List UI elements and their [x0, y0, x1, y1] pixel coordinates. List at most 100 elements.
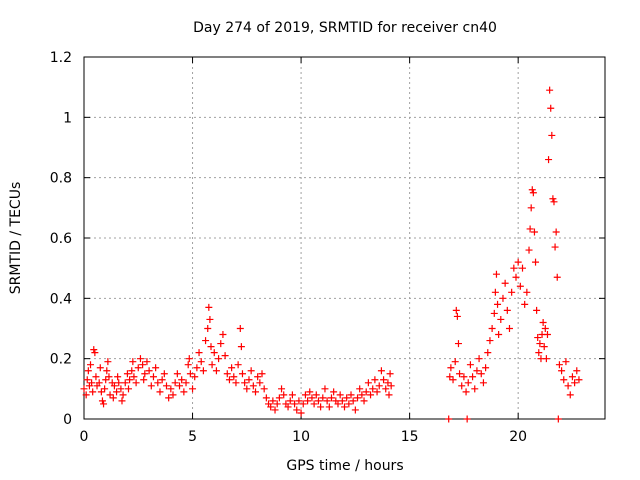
- data-point: [516, 282, 524, 290]
- y-tick-label: 1.2: [50, 50, 72, 66]
- data-point: [527, 204, 535, 212]
- data-point: [158, 376, 166, 384]
- data-point: [149, 373, 157, 381]
- data-point: [310, 400, 318, 408]
- data-point: [541, 325, 549, 332]
- data-point: [91, 349, 99, 357]
- data-point: [171, 379, 179, 387]
- data-point: [167, 385, 175, 393]
- data-point: [145, 367, 153, 375]
- data-point: [251, 388, 259, 396]
- data-point: [473, 367, 481, 375]
- data-point: [495, 331, 503, 339]
- data-point: [380, 376, 388, 384]
- y-tick-label: 0.4: [50, 291, 72, 307]
- data-point: [84, 367, 92, 375]
- data-point: [241, 379, 249, 387]
- data-point: [228, 364, 236, 372]
- data-point: [539, 318, 547, 326]
- data-point: [104, 358, 112, 366]
- data-point: [529, 189, 537, 197]
- data-point: [185, 355, 193, 363]
- data-point: [486, 337, 494, 345]
- data-point: [202, 337, 210, 345]
- data-point: [445, 415, 453, 423]
- y-tick-label: 0: [63, 412, 72, 428]
- data-point: [295, 397, 303, 405]
- data-point: [115, 379, 123, 387]
- x-tick-label: 10: [292, 429, 310, 445]
- data-point: [90, 346, 98, 354]
- data-point: [362, 388, 370, 396]
- data-point: [225, 376, 233, 384]
- data-point: [497, 315, 505, 323]
- data-point: [523, 288, 531, 296]
- data-point: [549, 195, 557, 203]
- data-point: [154, 379, 162, 387]
- data-point: [575, 376, 583, 384]
- data-point: [543, 331, 551, 339]
- data-point: [354, 394, 362, 402]
- data-point: [546, 86, 554, 94]
- data-point: [540, 343, 548, 351]
- x-tick-label: 5: [188, 429, 197, 445]
- data-point: [460, 373, 468, 381]
- data-point: [110, 382, 118, 390]
- data-point: [466, 361, 474, 369]
- data-point: [510, 264, 518, 272]
- data-point: [162, 382, 170, 390]
- data-point: [219, 331, 227, 339]
- data-point: [152, 364, 160, 372]
- data-point: [530, 228, 538, 236]
- data-point: [234, 361, 242, 369]
- data-point: [456, 370, 464, 378]
- data-point: [147, 382, 155, 390]
- data-point: [446, 373, 454, 381]
- data-point: [101, 385, 109, 393]
- data-point: [96, 364, 104, 372]
- data-point: [97, 388, 105, 396]
- data-point: [562, 358, 570, 366]
- data-point: [210, 349, 218, 357]
- data-point: [542, 355, 550, 363]
- data-point: [325, 403, 333, 411]
- data-point: [182, 379, 190, 387]
- data-point: [526, 225, 534, 233]
- data-point: [215, 355, 223, 363]
- data-point: [280, 391, 288, 399]
- data-point: [123, 370, 131, 378]
- data-point: [278, 385, 286, 393]
- data-point: [114, 373, 122, 381]
- data-point: [554, 415, 562, 423]
- data-point: [165, 394, 173, 402]
- data-point: [260, 385, 268, 393]
- data-point: [262, 394, 270, 402]
- data-point: [371, 376, 379, 384]
- data-point: [377, 367, 385, 375]
- data-point: [488, 325, 496, 332]
- data-point: [358, 391, 366, 399]
- data-point: [271, 406, 279, 414]
- data-point: [503, 306, 511, 314]
- data-point: [273, 400, 281, 408]
- data-point: [193, 364, 201, 372]
- data-point: [555, 361, 563, 369]
- x-axis-label: GPS time / hours: [286, 458, 403, 474]
- data-point: [327, 394, 335, 402]
- data-point: [547, 104, 555, 112]
- data-point: [550, 198, 558, 206]
- data-point: [558, 367, 566, 375]
- data-point: [351, 406, 359, 414]
- data-point: [330, 388, 338, 396]
- data-point: [212, 367, 220, 375]
- data-point: [512, 273, 520, 281]
- data-point: [505, 325, 513, 332]
- data-point: [382, 385, 390, 393]
- data-point: [284, 403, 292, 411]
- data-point: [258, 370, 266, 378]
- data-point: [230, 373, 238, 381]
- data-point: [286, 397, 294, 405]
- data-point: [564, 382, 572, 390]
- data-point: [482, 364, 490, 372]
- data-point: [140, 376, 148, 384]
